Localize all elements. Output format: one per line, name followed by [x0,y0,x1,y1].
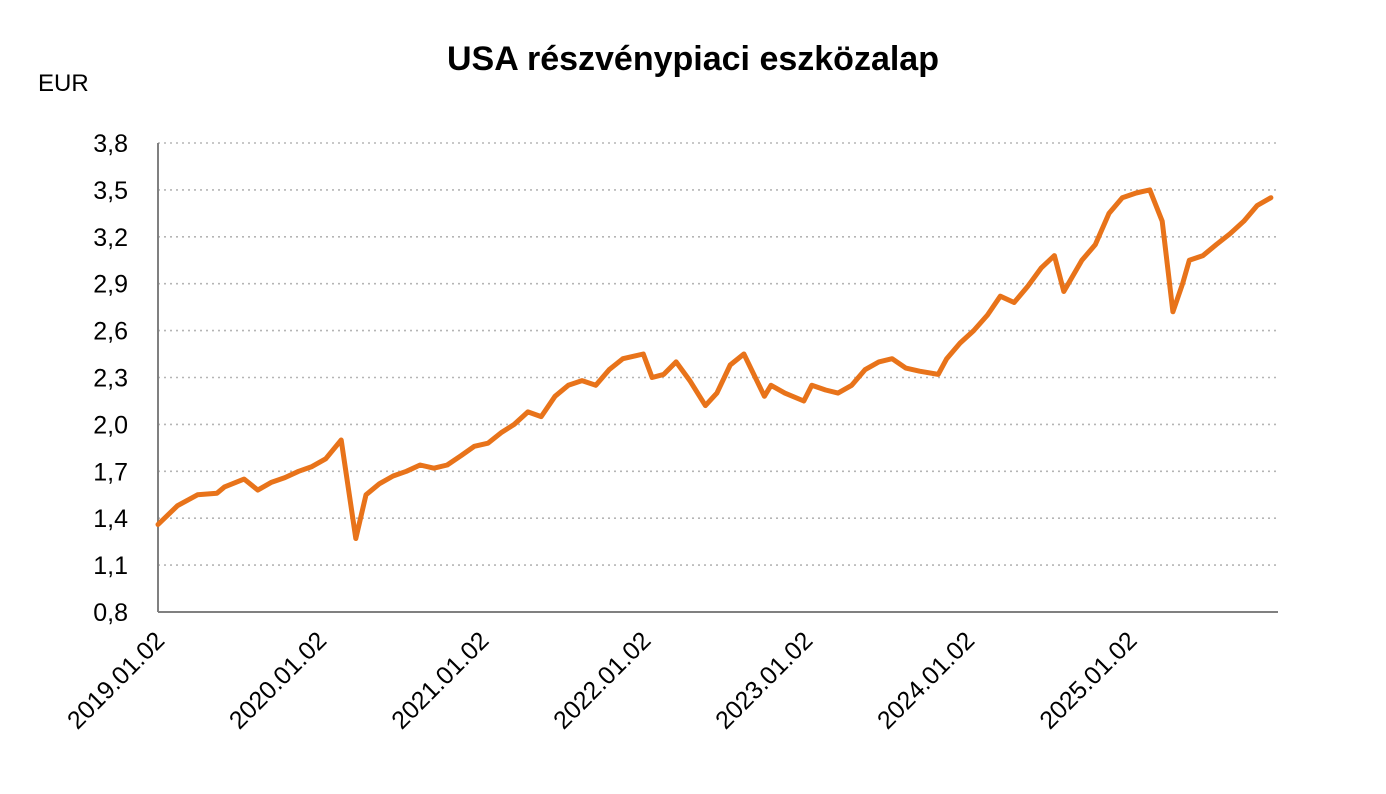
y-axis-unit-label: EUR [38,70,89,97]
x-tick-label: 2025.01.02 [1034,626,1142,734]
series-line [155,187,1274,541]
y-tick-label: 1,1 [93,552,128,580]
y-tick-label: 3,8 [93,130,128,158]
y-tick-label: 1,4 [93,505,128,533]
y-tick-label: 2,3 [93,365,128,393]
y-tick-label: 1,7 [93,458,128,486]
y-tick-label: 2,9 [93,271,128,299]
x-tick-label: 2023.01.02 [710,626,818,734]
series-group [155,187,1274,541]
y-tick-label: 2,6 [93,318,128,346]
y-tick-label: 2,0 [93,411,128,439]
x-tick-labels: 2019.01.02 2020.01.02 2021.01.02 2022.01.02… [62,626,1143,734]
y-tick-label: 3,5 [93,177,128,205]
x-tick-label: 2022.01.02 [548,626,656,734]
gridlines [158,142,1278,566]
y-tick-label: 0,8 [93,599,128,627]
y-tick-label: 3,2 [93,224,128,252]
axes [157,143,1278,613]
chart-title: USA részvénypiaci eszközalap [447,40,939,78]
x-tick-label: 2019.01.02 [62,626,170,734]
x-tick-label: 2020.01.02 [224,626,332,734]
y-tick-labels: 0,8 1,1 1,4 1,7 2,0 2,3 2,6 2,9 3,2 3,5 3,8 [93,130,128,627]
x-tick-label: 2024.01.02 [872,626,980,734]
x-tick-label: 2021.01.02 [386,626,494,734]
